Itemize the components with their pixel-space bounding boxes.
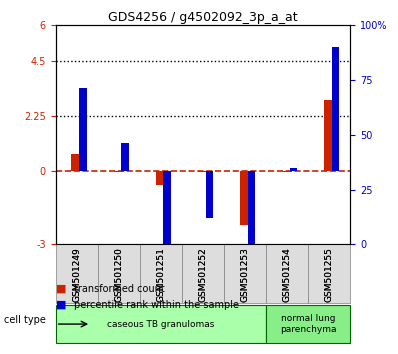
Text: GSM501254: GSM501254 [283,247,292,302]
Bar [72,154,82,171]
Text: GSM501250: GSM501250 [114,247,123,302]
Bar [113,171,124,172]
FancyBboxPatch shape [56,244,98,303]
Bar [240,171,250,225]
Bar [324,101,334,171]
Bar [205,171,213,218]
Text: caseous TB granulomas: caseous TB granulomas [107,320,215,329]
Text: GSM501253: GSM501253 [240,247,250,302]
Text: GSM501254: GSM501254 [283,247,292,302]
Bar [121,143,129,171]
Text: GSM501255: GSM501255 [325,247,334,302]
Text: ■: ■ [56,300,66,310]
Bar [156,171,166,185]
Bar [79,88,87,171]
Bar [332,47,339,171]
Bar [282,171,293,172]
FancyBboxPatch shape [266,305,350,343]
Bar [290,167,297,171]
Text: percentile rank within the sample: percentile rank within the sample [74,300,239,310]
Title: GDS4256 / g4502092_3p_a_at: GDS4256 / g4502092_3p_a_at [108,11,298,24]
Text: GSM501253: GSM501253 [240,247,250,302]
Text: transformed count: transformed count [74,284,164,294]
FancyBboxPatch shape [140,244,182,303]
FancyBboxPatch shape [56,305,266,343]
Text: GSM501249: GSM501249 [72,247,81,302]
FancyBboxPatch shape [98,244,140,303]
Text: GSM501250: GSM501250 [114,247,123,302]
Bar [198,171,208,172]
Text: GSM501252: GSM501252 [199,247,207,302]
Text: GSM501249: GSM501249 [72,247,81,302]
Text: GSM501251: GSM501251 [156,247,166,302]
FancyBboxPatch shape [182,244,224,303]
Bar [248,171,255,264]
FancyBboxPatch shape [308,244,350,303]
Text: GSM501255: GSM501255 [325,247,334,302]
Text: GSM501251: GSM501251 [156,247,166,302]
Bar [164,171,171,275]
FancyBboxPatch shape [266,244,308,303]
Text: GSM501252: GSM501252 [199,247,207,302]
Text: normal lung
parenchyma: normal lung parenchyma [280,314,336,334]
FancyBboxPatch shape [224,244,266,303]
Text: cell type: cell type [4,315,46,325]
Text: ■: ■ [56,284,66,294]
